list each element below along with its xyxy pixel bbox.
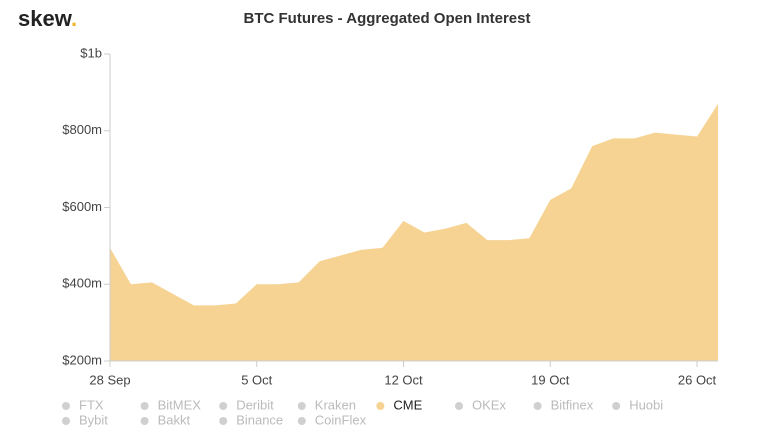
legend-label: Bakkt: [158, 412, 191, 427]
legend-label: Kraken: [315, 397, 356, 412]
legend-label: FTX: [79, 397, 104, 412]
legend-marker: [455, 402, 463, 410]
logo-dot: .: [71, 6, 77, 31]
x-tick-label: 28 Sep: [89, 372, 130, 387]
legend-marker: [140, 402, 149, 410]
legend-label: Bitfinex: [551, 397, 594, 412]
legend-marker: [62, 417, 70, 425]
logo-word: skew: [18, 6, 73, 31]
legend-marker: [219, 417, 228, 425]
legend-marker: [62, 402, 70, 410]
legend-marker: [533, 402, 542, 410]
y-tick-label: $200m: [62, 352, 102, 367]
legend-marker: [376, 402, 385, 410]
legend-marker: [297, 402, 306, 410]
y-tick-label: $600m: [62, 199, 102, 214]
y-tick-label: $1b: [80, 45, 102, 60]
chart-title: BTC Futures - Aggregated Open Interest: [244, 10, 531, 27]
legend-label: Huobi: [629, 397, 663, 412]
x-tick-label: 12 Oct: [384, 372, 423, 387]
legend-label: CoinFlex: [315, 412, 367, 427]
x-tick-label: 5 Oct: [241, 372, 272, 387]
legend-label: Deribit: [236, 397, 274, 412]
legend-label: BitMEX: [158, 397, 202, 412]
legend-marker: [140, 417, 149, 425]
legend-label: Bybit: [79, 412, 108, 427]
legend-marker: [612, 402, 621, 410]
x-tick-label: 19 Oct: [531, 372, 570, 387]
x-tick-label: 26 Oct: [678, 372, 717, 387]
legend-label: Binance: [236, 412, 283, 427]
y-tick-label: $400m: [62, 276, 102, 291]
legend-marker: [297, 417, 306, 425]
legend-marker: [219, 402, 228, 410]
area: [110, 103, 718, 361]
legend-label: OKEx: [472, 397, 506, 412]
y-tick-label: $800m: [62, 122, 102, 137]
logo: skew.: [18, 6, 77, 31]
legend-label: CME: [393, 397, 422, 412]
